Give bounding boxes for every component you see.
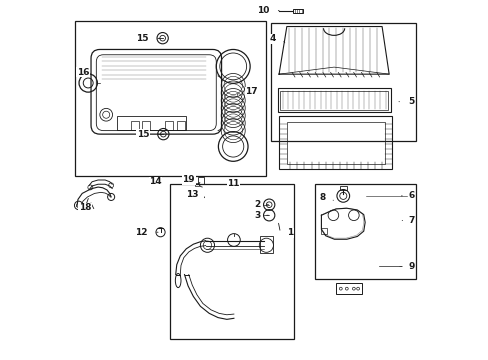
Text: 5: 5	[407, 97, 414, 106]
Text: 6: 6	[407, 192, 414, 201]
Bar	[336, 283, 361, 294]
Bar	[293, 9, 303, 13]
Bar	[117, 117, 186, 130]
Text: 11: 11	[226, 179, 239, 188]
Bar	[260, 237, 272, 253]
Text: 3: 3	[254, 211, 260, 220]
Bar	[286, 122, 384, 164]
Bar	[195, 183, 198, 186]
Text: 15: 15	[137, 130, 149, 139]
Text: 18: 18	[79, 203, 91, 212]
Text: 19: 19	[182, 175, 195, 184]
Text: 8: 8	[319, 193, 325, 202]
Text: 7: 7	[407, 216, 414, 225]
Bar	[314, 184, 415, 279]
Bar	[176, 121, 184, 130]
Text: 9: 9	[407, 262, 414, 271]
Text: 13: 13	[186, 190, 198, 199]
Text: 10: 10	[256, 6, 269, 15]
Bar	[198, 177, 204, 184]
Text: 2: 2	[254, 200, 260, 209]
Text: 17: 17	[244, 87, 257, 96]
Bar	[280, 91, 387, 110]
Bar	[278, 88, 390, 112]
Bar	[165, 121, 173, 130]
Bar	[170, 184, 293, 339]
Bar	[131, 121, 139, 130]
Bar	[279, 116, 391, 170]
Text: 1: 1	[286, 228, 292, 238]
Bar	[270, 23, 415, 141]
Text: 4: 4	[269, 34, 276, 43]
Text: 16: 16	[77, 68, 89, 77]
Text: 12: 12	[135, 228, 147, 237]
Bar	[339, 186, 346, 190]
Text: 14: 14	[149, 177, 162, 186]
Text: 15: 15	[136, 34, 148, 43]
Bar	[321, 228, 326, 234]
Bar	[75, 21, 265, 176]
Bar	[142, 121, 150, 130]
